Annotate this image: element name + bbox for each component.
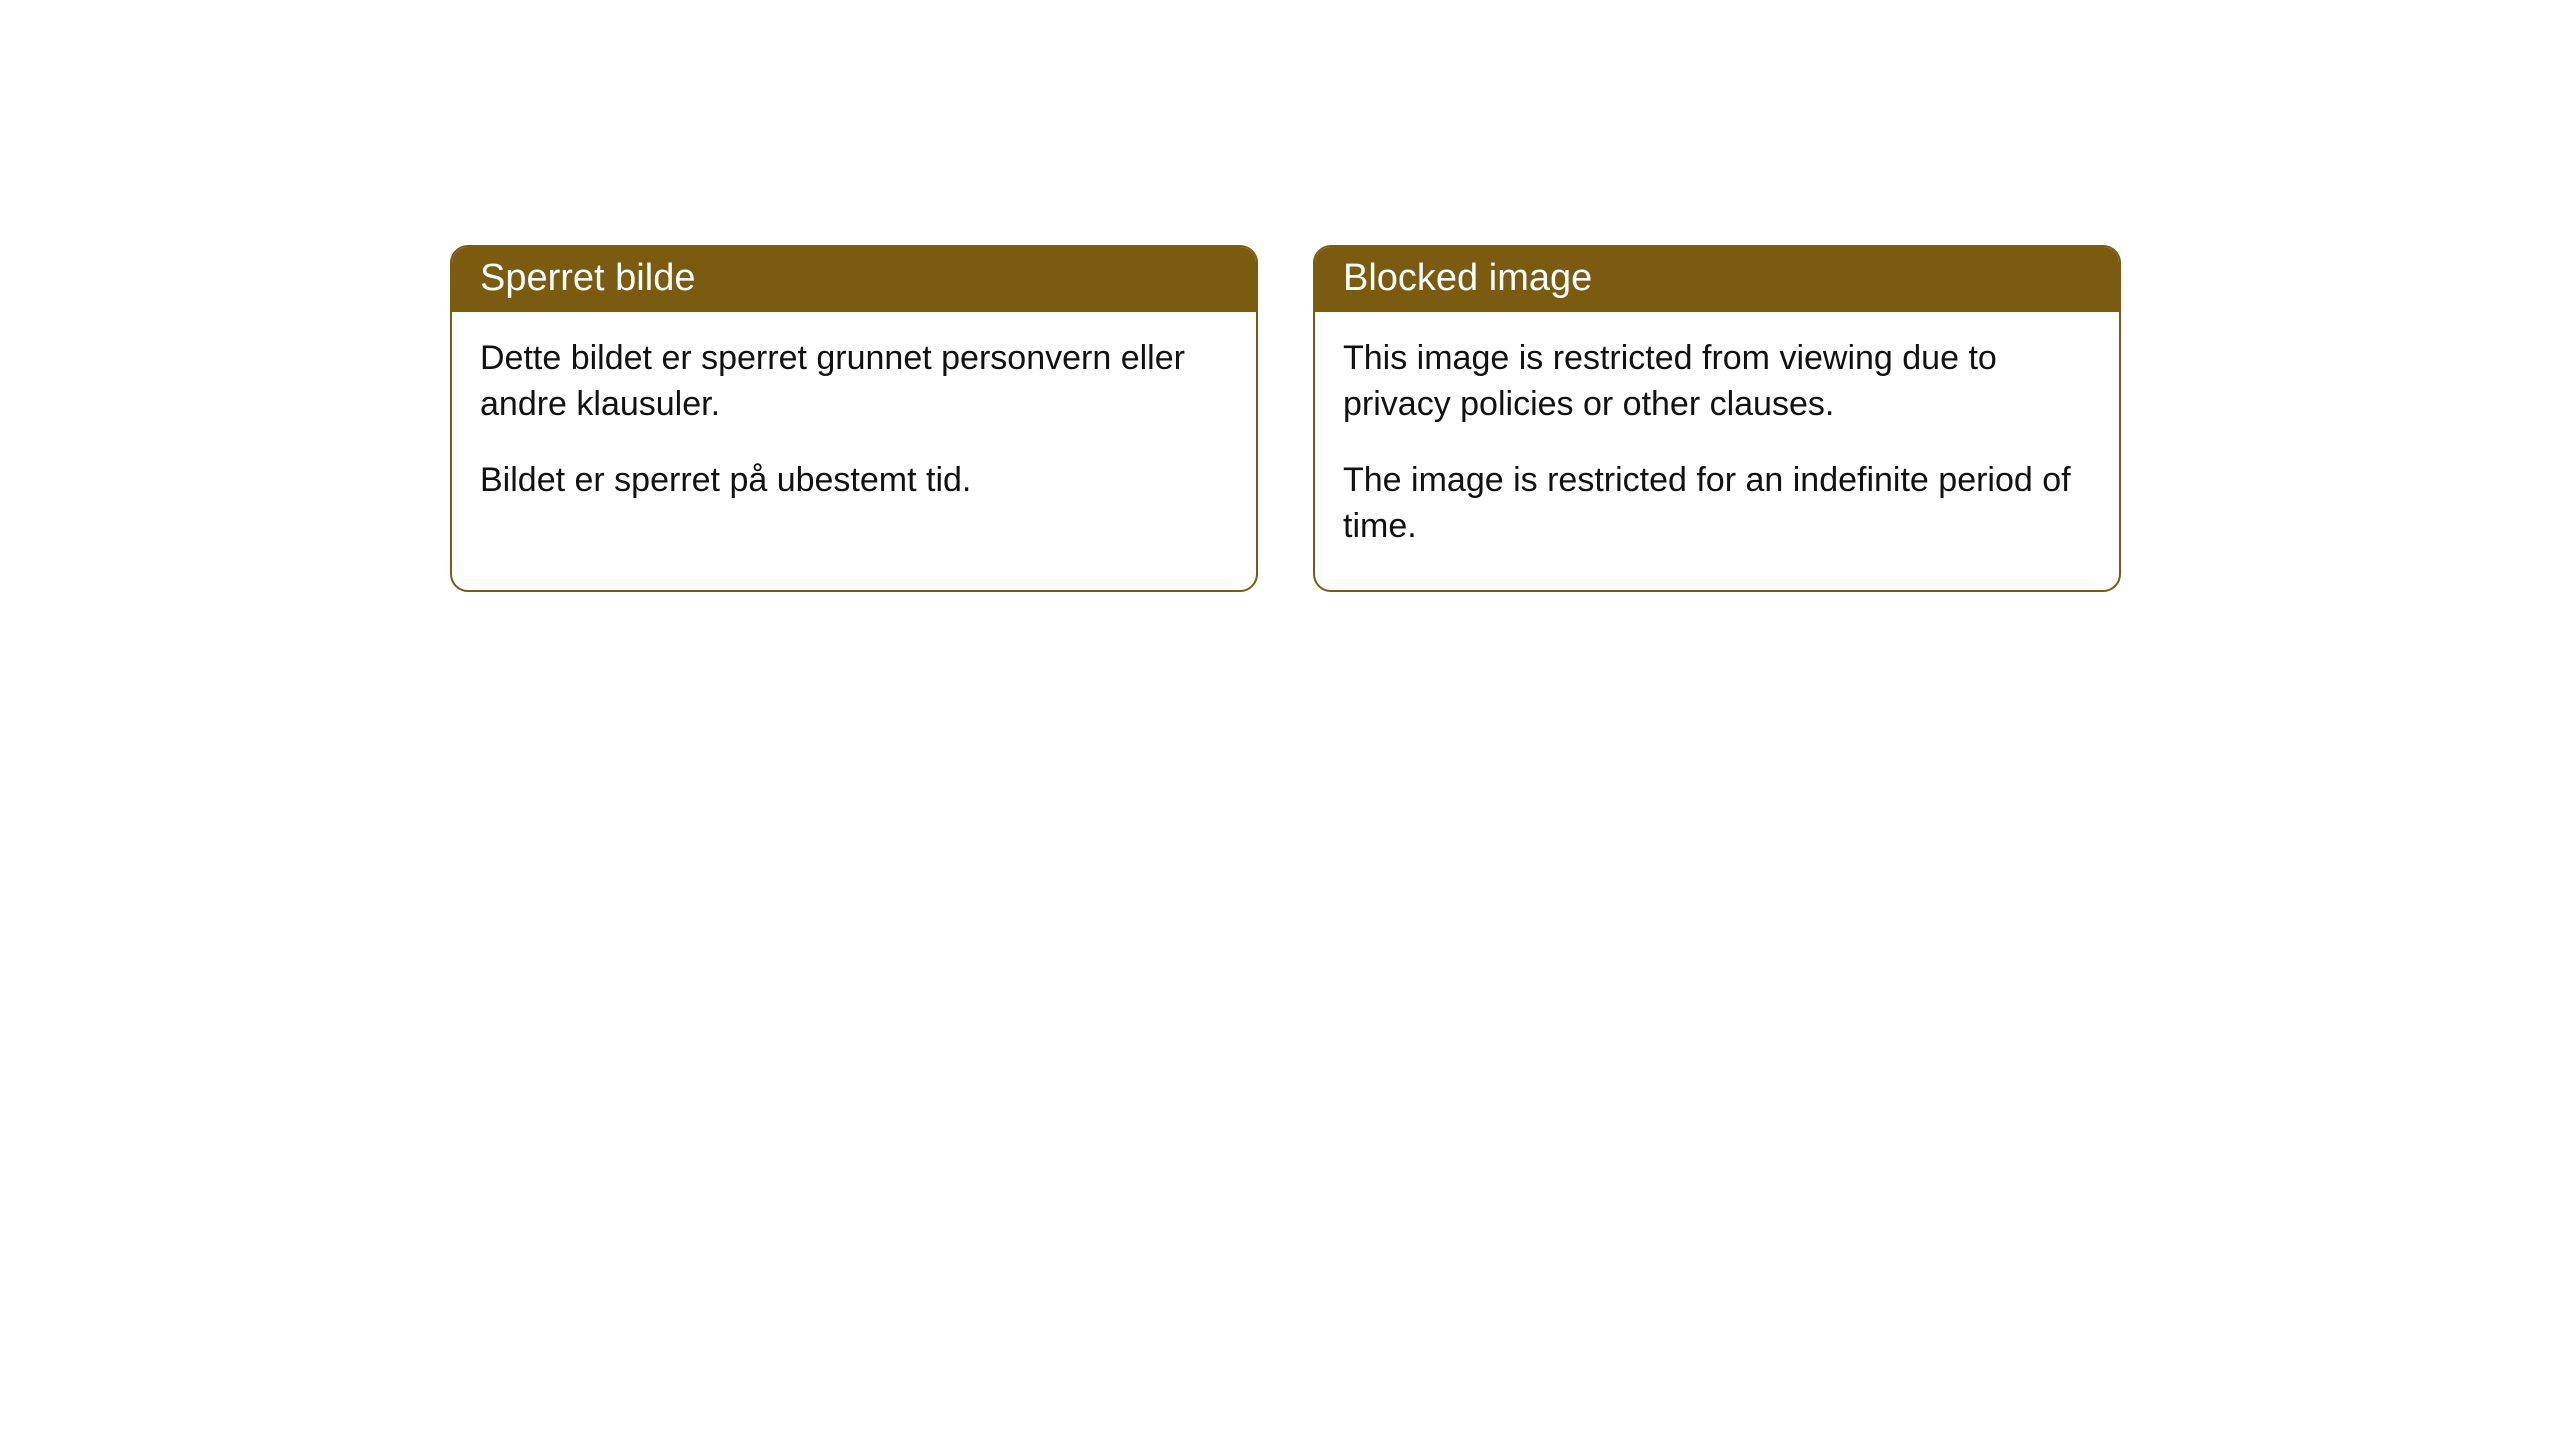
notice-card-en: Blocked image This image is restricted f…: [1313, 245, 2121, 592]
notice-cards-container: Sperret bilde Dette bildet er sperret gr…: [450, 245, 2121, 592]
notice-card-title: Sperret bilde: [452, 247, 1256, 312]
notice-card-paragraph: Bildet er sperret på ubestemt tid.: [480, 458, 1228, 504]
notice-card-paragraph: This image is restricted from viewing du…: [1343, 336, 2091, 428]
notice-card-body: This image is restricted from viewing du…: [1315, 312, 2119, 590]
notice-card-paragraph: Dette bildet er sperret grunnet personve…: [480, 336, 1228, 428]
notice-card-paragraph: The image is restricted for an indefinit…: [1343, 458, 2091, 550]
notice-card-no: Sperret bilde Dette bildet er sperret gr…: [450, 245, 1258, 592]
notice-card-title: Blocked image: [1315, 247, 2119, 312]
notice-card-body: Dette bildet er sperret grunnet personve…: [452, 312, 1256, 544]
